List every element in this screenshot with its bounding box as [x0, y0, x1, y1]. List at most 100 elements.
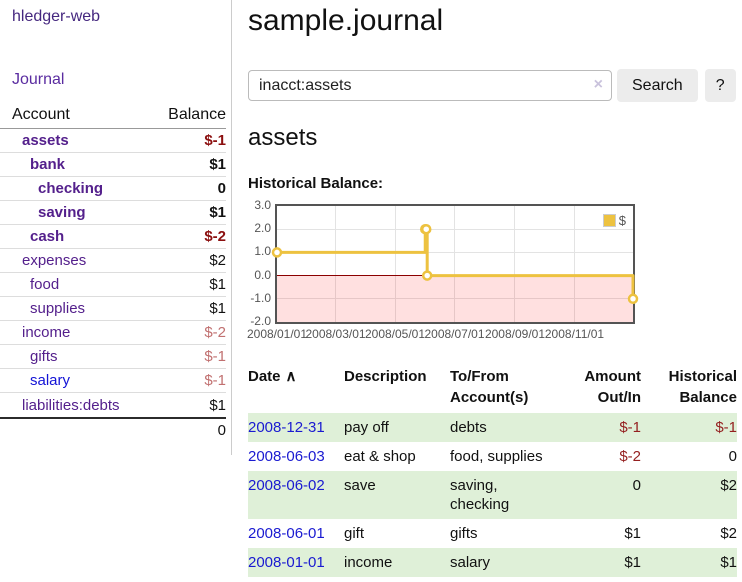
chart-title: Historical Balance: [248, 175, 384, 192]
account-tree-body: assets $-1 bank $1 checking 0 saving $1 cash $-2 e… [0, 129, 226, 417]
account-link[interactable]: supplies [30, 300, 86, 317]
transaction-date-link[interactable]: 2008-12-31 [248, 419, 325, 436]
account-row: checking 0 [0, 177, 226, 201]
account-balance: $-1 [204, 348, 226, 365]
account-row: saving $1 [0, 201, 226, 225]
gridline-horizontal [277, 251, 633, 253]
transaction-balance: 0 [728, 448, 737, 465]
gridline-vertical [514, 206, 516, 322]
account-link[interactable]: food [30, 276, 60, 293]
transaction-accounts: debts [450, 419, 487, 436]
transaction-amount: $-2 [619, 448, 641, 465]
transaction-row: 2008-06-03 eat & shop food, supplies $-2 0 [248, 442, 737, 471]
account-row: income $-2 [0, 321, 226, 345]
data-point-marker [627, 293, 639, 305]
transaction-row: 2008-06-01 gift gifts $1 $2 [248, 519, 737, 548]
column-header-to-from-account-s-: To/From Account(s) [450, 364, 556, 413]
account-row: gifts $-1 [0, 345, 226, 369]
transaction-date-cell: 2008-06-01 [248, 519, 344, 548]
search-input[interactable] [248, 70, 612, 101]
account-balance: $-1 [204, 132, 226, 149]
account-balance: $-1 [204, 372, 226, 389]
xacts-body: 2008-12-31 pay off debts $-1 $-1 2008-06-03 ea… [248, 413, 737, 577]
account-balance: $1 [209, 276, 226, 293]
transaction-amount: $1 [624, 525, 641, 542]
search-bar: × Search ? [248, 69, 736, 102]
account-tree-total-row: 0 [0, 417, 226, 441]
x-axis-tick-label: 2008/09/01 [484, 327, 546, 341]
clear-search-icon[interactable]: × [593, 76, 603, 93]
column-header-label: To/From Account(s) [450, 368, 529, 406]
data-point-marker [271, 247, 283, 258]
account-link[interactable]: salary [30, 372, 71, 389]
account-link[interactable]: gifts [30, 348, 58, 365]
account-balance: $1 [209, 204, 226, 221]
transaction-date-link[interactable]: 2008-06-01 [248, 525, 325, 542]
account-column-header: Account [12, 106, 70, 123]
column-header-label: Date [248, 368, 281, 385]
account-link[interactable]: bank [30, 156, 66, 173]
transaction-date-link[interactable]: 2008-06-02 [248, 477, 325, 494]
account-link[interactable]: liabilities:debts [22, 396, 120, 414]
account-link[interactable]: expenses [22, 252, 87, 269]
transaction-amount: 0 [632, 477, 641, 494]
app-brand-link[interactable]: hledger-web [12, 8, 101, 25]
column-header-historical-balance: Historical Balance [641, 364, 737, 413]
account-balance: $1 [209, 396, 226, 414]
account-link[interactable]: income [22, 324, 71, 341]
gridline-vertical [573, 206, 575, 322]
y-axis-tick-label: -2.0 [250, 314, 271, 328]
negative-region [277, 275, 633, 322]
transaction-description: pay off [344, 419, 389, 436]
x-axis-tick-label: 2008/01/01 [246, 327, 308, 341]
account-row: salary $-1 [0, 369, 226, 393]
gridline-vertical [335, 206, 337, 322]
x-axis-tick-label: 2008/11/01 [544, 327, 605, 341]
account-balance: $-2 [204, 324, 226, 341]
transaction-amount: $-1 [619, 419, 641, 436]
sidebar-item-journal[interactable]: Journal [12, 71, 65, 88]
y-axis-tick-label: 1.0 [254, 244, 271, 259]
search-button[interactable]: Search [617, 69, 698, 102]
account-row: liabilities:debts $1 [0, 393, 226, 417]
account-tree-header: Account Balance [0, 106, 226, 129]
sort-asc-icon: ∧ [285, 368, 297, 385]
transaction-row: 2008-12-31 pay off debts $-1 $-1 [248, 413, 737, 442]
transaction-balance: $1 [720, 554, 737, 571]
transaction-amount: $1 [624, 554, 641, 571]
account-link[interactable]: cash [30, 228, 65, 245]
account-balance: $-2 [204, 228, 226, 245]
page-title: sample.journal [248, 4, 444, 37]
transaction-row: 2008-01-01 income salary $1 $1 [248, 548, 737, 577]
y-axis-tick-label: 3.0 [254, 198, 271, 212]
transaction-accounts: saving, checking [450, 477, 510, 513]
account-link[interactable]: saving [38, 204, 86, 221]
account-link[interactable]: assets [22, 132, 69, 149]
account-row: bank $1 [0, 153, 226, 177]
transaction-accounts: gifts [450, 525, 478, 542]
column-header-date[interactable]: Date ∧ [248, 364, 344, 413]
transaction-date-cell: 2008-06-02 [248, 471, 344, 519]
y-axis-tick-label: 2.0 [254, 221, 271, 236]
xacts-header-row: Date ∧ Description To/From Account(s) Amount… [248, 364, 737, 413]
help-button[interactable]: ? [704, 69, 736, 102]
transaction-description: income [344, 554, 393, 571]
legend-label: $ [618, 213, 626, 228]
gridline-horizontal [277, 228, 633, 230]
transaction-date-link[interactable]: 2008-01-01 [248, 554, 325, 571]
data-point-marker [421, 270, 433, 281]
transaction-date-link[interactable]: 2008-06-03 [248, 448, 325, 465]
column-header-description: Description [344, 364, 450, 413]
y-axis-tick-label: -1.0 [250, 290, 271, 305]
account-link[interactable]: checking [38, 180, 104, 197]
gridline-vertical [394, 206, 396, 322]
data-point-marker [420, 223, 432, 235]
transaction-balance: $2 [720, 525, 737, 542]
account-row: cash $-2 [0, 225, 226, 249]
account-row: supplies $1 [0, 297, 226, 321]
account-row: food $1 [0, 273, 226, 297]
account-tree: Account Balance assets $-1 bank $1 checking 0… [0, 106, 226, 441]
x-axis-tick-label: 2008/03/01 [305, 327, 366, 341]
legend-swatch [602, 214, 616, 227]
x-axis-tick-label: 2008/05/01 [364, 327, 426, 341]
